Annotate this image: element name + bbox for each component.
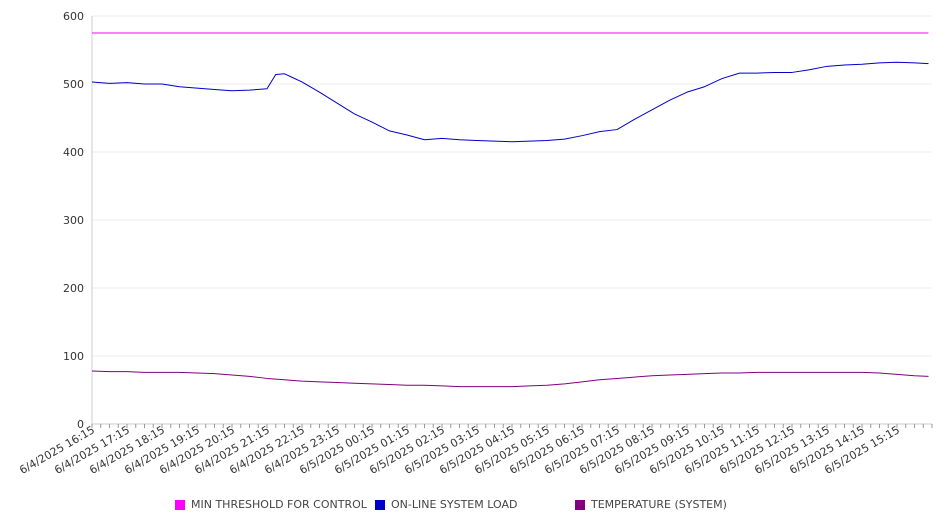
x-axis-ticks: 6/4/2025 16:156/4/2025 17:156/4/2025 18:… <box>17 423 933 477</box>
legend-swatch-min-threshold <box>175 499 185 510</box>
series-lines <box>91 32 929 388</box>
y-tick-label: 300 <box>63 214 84 227</box>
legend: MIN THRESHOLD FOR CONTROL ON-LINE SYSTEM… <box>0 498 946 514</box>
y-tick-label: 100 <box>63 350 84 363</box>
legend-item-min-threshold[interactable]: MIN THRESHOLD FOR CONTROL <box>175 498 367 511</box>
y-tick-label: 400 <box>63 146 84 159</box>
legend-item-system-load[interactable]: ON-LINE SYSTEM LOAD <box>375 498 517 511</box>
legend-item-temperature[interactable]: TEMPERATURE (SYSTEM) <box>575 498 727 511</box>
legend-swatch-temperature <box>575 499 585 510</box>
y-tick-label: 200 <box>63 282 84 295</box>
legend-swatch-system-load <box>375 499 385 510</box>
y-axis-ticks: 0 100 200 300 400 500 600 <box>63 10 84 431</box>
y-tick-label: 500 <box>63 78 84 91</box>
legend-label-min-threshold: MIN THRESHOLD FOR CONTROL <box>191 498 367 511</box>
legend-label-temperature: TEMPERATURE (SYSTEM) <box>591 498 727 511</box>
legend-label-system-load: ON-LINE SYSTEM LOAD <box>391 498 518 511</box>
y-tick-label: 600 <box>63 10 84 23</box>
y-tick-label: 0 <box>77 418 84 431</box>
gridlines <box>92 15 932 357</box>
series-line-2 <box>91 370 929 388</box>
series-line-1 <box>91 61 929 143</box>
